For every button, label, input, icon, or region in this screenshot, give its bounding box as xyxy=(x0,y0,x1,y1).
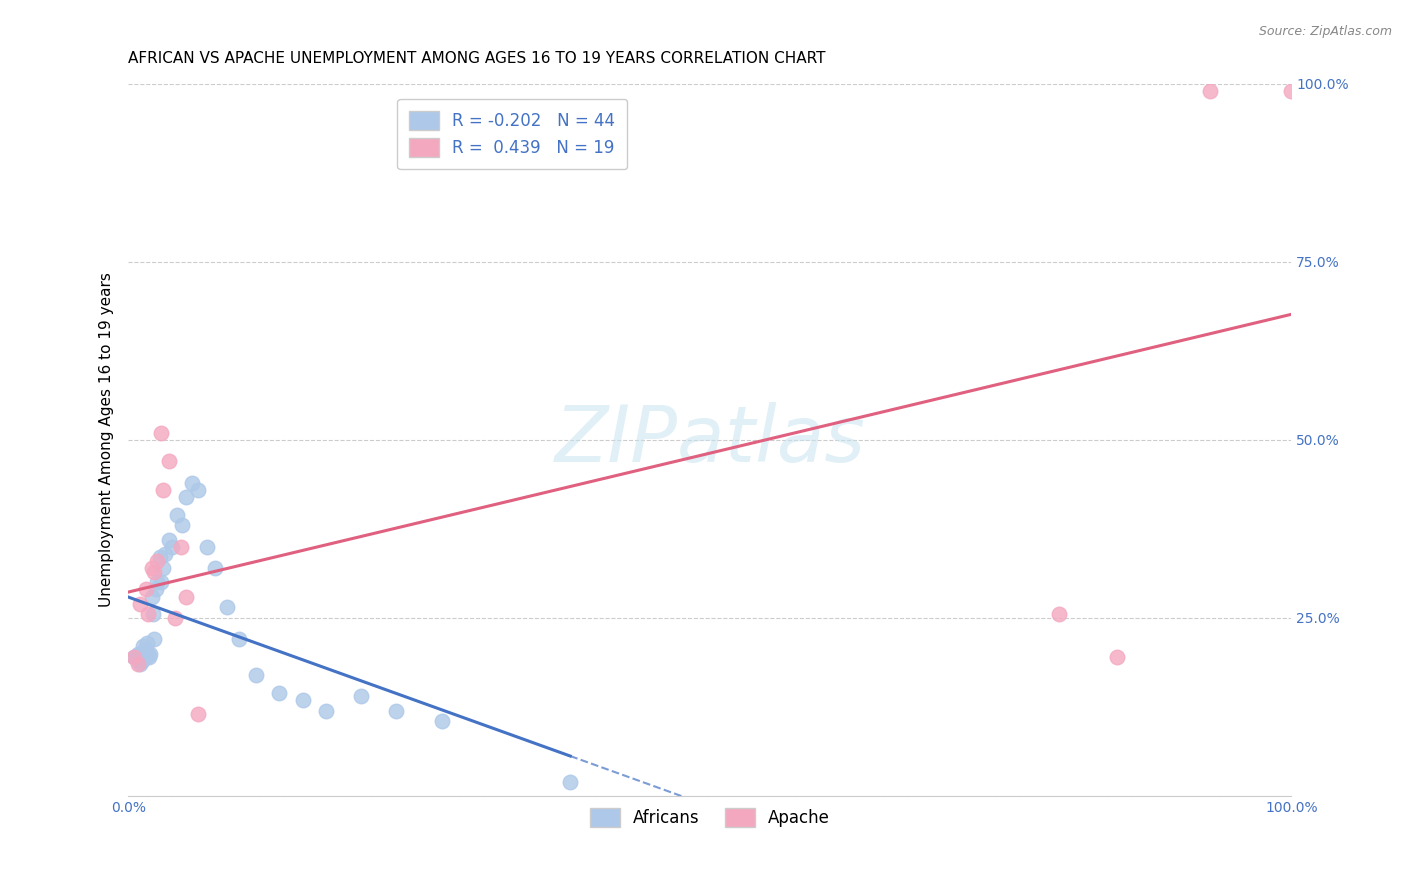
Point xyxy=(157,454,180,468)
Point xyxy=(128,650,150,665)
Point xyxy=(269,686,291,700)
Point xyxy=(141,590,163,604)
Point xyxy=(163,611,186,625)
Point xyxy=(135,582,157,597)
Point xyxy=(135,650,157,665)
Point xyxy=(128,657,150,672)
Point xyxy=(142,607,165,622)
Point xyxy=(131,654,153,668)
Point xyxy=(146,554,169,568)
Point xyxy=(560,774,582,789)
Point xyxy=(1199,84,1222,98)
Point xyxy=(122,650,145,665)
Point xyxy=(138,650,160,665)
Point xyxy=(152,561,174,575)
Point xyxy=(142,632,165,647)
Point xyxy=(128,654,150,668)
Point xyxy=(136,647,159,661)
Point xyxy=(187,707,209,722)
Point xyxy=(204,561,226,575)
Point xyxy=(129,647,152,661)
Point xyxy=(432,714,454,729)
Point xyxy=(1279,84,1302,98)
Point xyxy=(170,518,193,533)
Point xyxy=(146,575,169,590)
Point xyxy=(142,565,165,579)
Text: AFRICAN VS APACHE UNEMPLOYMENT AMONG AGES 16 TO 19 YEARS CORRELATION CHART: AFRICAN VS APACHE UNEMPLOYMENT AMONG AGE… xyxy=(128,51,825,66)
Point xyxy=(155,547,177,561)
Legend: Africans, Apache: Africans, Apache xyxy=(583,802,837,834)
Point xyxy=(152,483,174,497)
Point xyxy=(145,582,167,597)
Point xyxy=(128,597,150,611)
Point xyxy=(136,607,159,622)
Point xyxy=(149,575,172,590)
Point xyxy=(166,508,188,522)
Point xyxy=(181,475,204,490)
Point xyxy=(315,704,337,718)
Point xyxy=(157,533,180,547)
Point xyxy=(127,647,149,661)
Point xyxy=(149,550,172,565)
Point xyxy=(125,650,148,665)
Point xyxy=(127,657,149,672)
Point xyxy=(176,490,198,504)
Y-axis label: Unemployment Among Ages 16 to 19 years: Unemployment Among Ages 16 to 19 years xyxy=(100,272,114,607)
Point xyxy=(141,561,163,575)
Text: ZIPatlas: ZIPatlas xyxy=(554,401,865,478)
Point xyxy=(228,632,250,647)
Point xyxy=(135,636,157,650)
Point xyxy=(149,425,172,440)
Point xyxy=(384,704,406,718)
Point xyxy=(1105,650,1128,665)
Point xyxy=(245,668,267,682)
Point xyxy=(217,600,239,615)
Point xyxy=(1047,607,1070,622)
Point xyxy=(122,650,145,665)
Point xyxy=(187,483,209,497)
Point xyxy=(135,647,157,661)
Point xyxy=(176,590,198,604)
Point xyxy=(350,690,373,704)
Point xyxy=(169,540,191,554)
Point xyxy=(139,647,162,661)
Point xyxy=(195,540,218,554)
Point xyxy=(162,540,184,554)
Point xyxy=(291,693,314,707)
Point xyxy=(134,643,156,657)
Text: Source: ZipAtlas.com: Source: ZipAtlas.com xyxy=(1258,25,1392,38)
Point xyxy=(132,640,155,654)
